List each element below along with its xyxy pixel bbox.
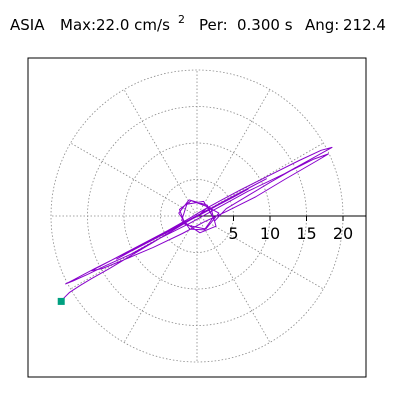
series-line bbox=[60, 146, 333, 302]
end-point-marker bbox=[57, 297, 65, 305]
chart-header: ASIA Max: 22.0 cm/s 2 Per: 0.300 s Ang: … bbox=[10, 13, 386, 34]
end-marker bbox=[57, 297, 65, 305]
radial-tick-label: 15 bbox=[296, 224, 316, 243]
radial-tick-label: 5 bbox=[228, 224, 238, 243]
angle-value: 212.4 bbox=[343, 16, 386, 34]
station-label: ASIA bbox=[10, 16, 45, 34]
plot-frame bbox=[27, 57, 367, 378]
period-value: 0.300 s bbox=[237, 16, 293, 34]
particle-motion-trace bbox=[60, 146, 333, 302]
max-value: 22.0 cm/s bbox=[96, 16, 170, 34]
radial-tick-label: 20 bbox=[333, 224, 353, 243]
period-label: Per: bbox=[199, 16, 228, 34]
max-unit-exponent: 2 bbox=[178, 13, 185, 26]
max-label: Max: bbox=[60, 16, 96, 34]
radial-tick-label: 10 bbox=[260, 224, 280, 243]
radial-axis: 5 10 15 20 bbox=[197, 215, 366, 243]
angle-label: Ang: bbox=[305, 16, 339, 34]
